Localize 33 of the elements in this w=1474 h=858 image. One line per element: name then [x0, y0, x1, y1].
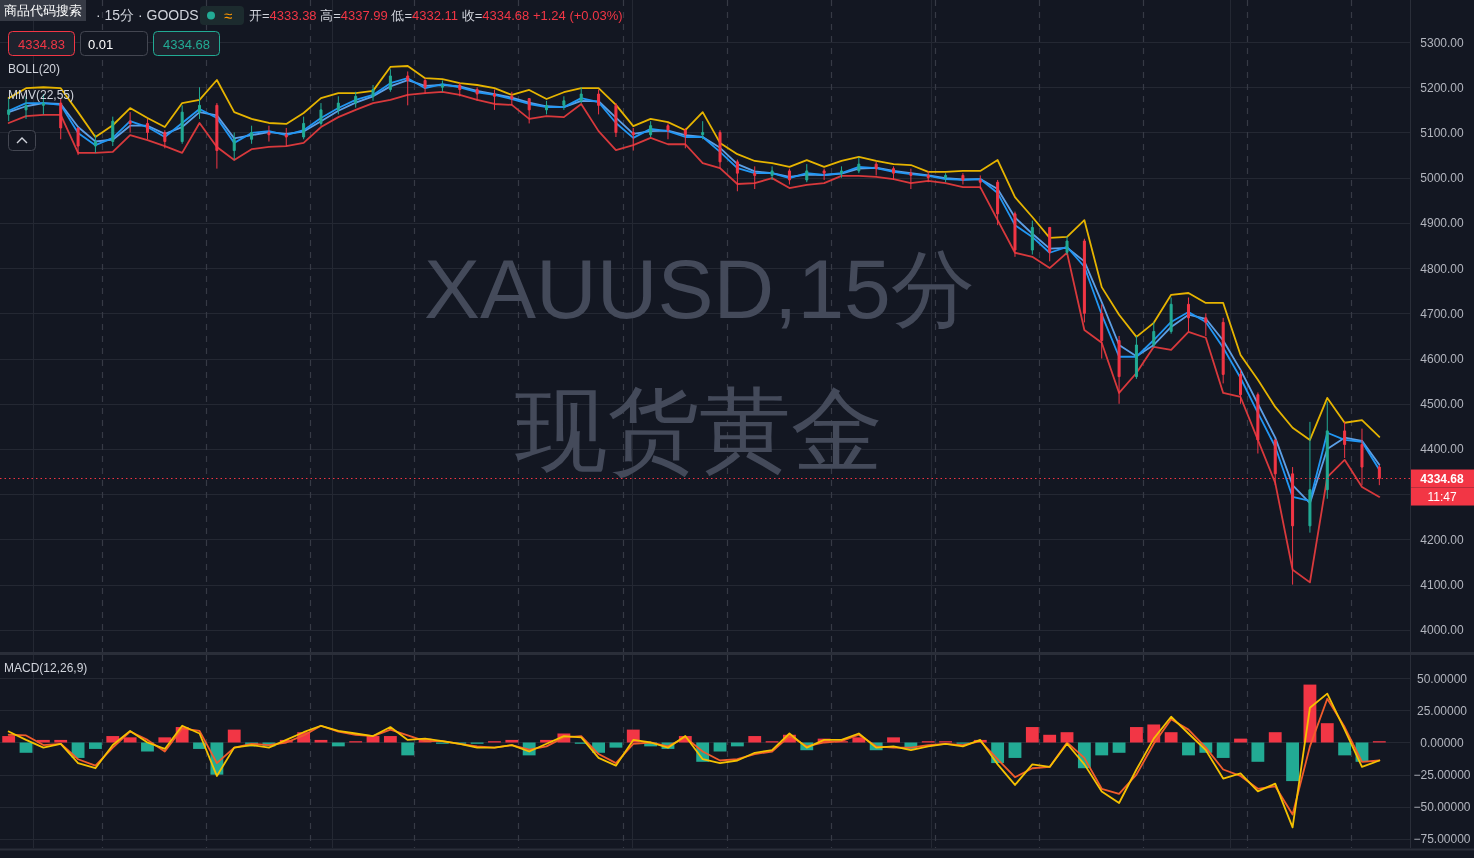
y-tick-label: −25.00000	[1413, 768, 1471, 783]
annotation: XAUUSD,15分	[424, 242, 975, 336]
y-tick-label: 50.00000	[1416, 671, 1468, 686]
annotation: BOLL(20)	[8, 62, 61, 76]
annotation: 0.01	[80, 31, 148, 56]
y-tick-label: 25.00000	[1416, 703, 1468, 718]
y-tick-label: 4400.00	[1420, 442, 1465, 457]
y-tick-label: 4200.00	[1420, 532, 1465, 547]
annotation: 4334.83	[8, 31, 75, 56]
y-tick-label: 4800.00	[1420, 261, 1465, 276]
annotation: 现货黄金	[515, 379, 883, 481]
annotation: 0.01	[88, 37, 114, 52]
y-tick-label: 4900.00	[1420, 216, 1465, 231]
y-tick-label: 4600.00	[1420, 352, 1465, 367]
annotation: 商品代码搜索	[0, 0, 86, 21]
annotation: ≈	[224, 7, 233, 24]
y-tick-label: −75.00000	[1413, 832, 1471, 847]
y-tick-label: 5000.00	[1420, 171, 1465, 186]
annotation: MACD(12,26,9)	[4, 661, 88, 675]
y-tick-label: 4100.00	[1420, 578, 1465, 593]
annotation: 开=4333.38 高=4337.99 低=4332.11 收=4334.68 +1.24 (+0.03%)	[249, 8, 623, 23]
y-tick-label: 4000.00	[1420, 623, 1465, 638]
y-tick-label: 4500.00	[1420, 397, 1465, 412]
annotation: 4334.68	[153, 31, 220, 56]
y-tick-label: 5300.00	[1420, 35, 1465, 50]
annotation: 4334.83	[18, 37, 65, 52]
ref-line-label: 4334.68	[1420, 472, 1465, 487]
y-tick-label: 5200.00	[1420, 80, 1465, 95]
y-tick-label: 4700.00	[1420, 306, 1465, 321]
annotation: · 15分 · GOODS	[96, 7, 199, 23]
y-tick-label: 0.00000	[1420, 735, 1465, 750]
y-tick-label: 5100.00	[1420, 125, 1465, 140]
y-tick-label: −50.00000	[1413, 800, 1471, 815]
